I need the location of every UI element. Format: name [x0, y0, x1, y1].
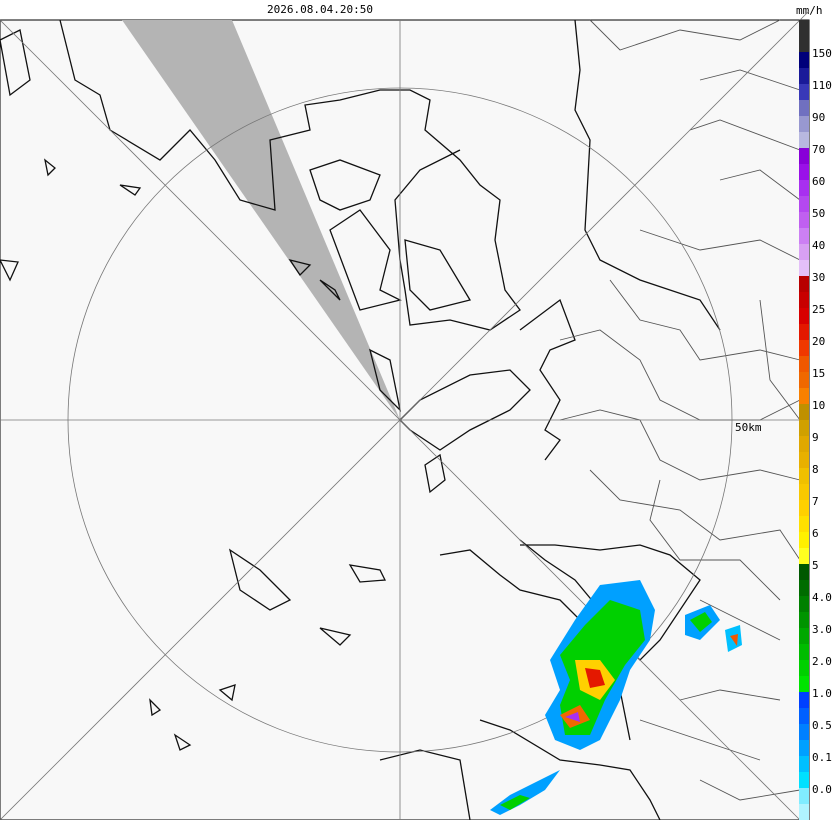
- legend-swatch: [799, 276, 809, 292]
- legend-swatch: [799, 244, 809, 260]
- legend-swatch: [799, 196, 809, 212]
- legend-label: 0.5: [812, 719, 832, 732]
- legend-swatch: [799, 564, 809, 580]
- legend-swatch: [799, 516, 809, 532]
- legend-top-swatch: [799, 20, 809, 52]
- legend-label: 30: [812, 271, 825, 284]
- legend-label: 8: [812, 463, 819, 476]
- legend-label: 10: [812, 399, 825, 412]
- timestamp: 2026.08.04.20:50: [267, 3, 373, 16]
- legend-label: 20: [812, 335, 825, 348]
- legend-swatch: [799, 580, 809, 596]
- range-guides: [0, 10, 810, 821]
- legend-label: 50: [812, 207, 825, 220]
- borders: [559, 19, 801, 801]
- legend-swatch: [799, 116, 809, 132]
- legend-swatch: [799, 532, 809, 548]
- legend-swatch: [799, 548, 809, 564]
- legend-swatch: [799, 164, 809, 180]
- legend-swatch: [799, 132, 809, 148]
- legend-swatch: [799, 644, 809, 660]
- legend-swatch: [799, 676, 809, 692]
- legend-swatch: [799, 100, 809, 116]
- legend-label: 150: [812, 47, 832, 60]
- legend-swatch: [799, 756, 809, 772]
- legend-swatch: [799, 708, 809, 724]
- legend-swatch: [799, 740, 809, 756]
- legend-label: 7: [812, 495, 819, 508]
- legend-swatch: [799, 148, 809, 164]
- range-label: 50km: [735, 421, 762, 434]
- legend-swatch: [799, 804, 809, 820]
- legend-swatch: [799, 436, 809, 452]
- legend-label: 5: [812, 559, 819, 572]
- legend-swatch: [799, 596, 809, 612]
- legend-label: 40: [812, 239, 825, 252]
- color-legend: 150 110 90 70 60 50 40 30 25 20 15 10 9 8 7 6 5 4.0 3.0 2.0…: [799, 20, 832, 820]
- beam-blockage: [122, 20, 400, 420]
- legend-swatch: [799, 612, 809, 628]
- legend-swatch: [799, 468, 809, 484]
- legend-swatch: [799, 308, 809, 324]
- legend-swatch: [799, 692, 809, 708]
- legend-swatch: [799, 52, 809, 68]
- legend-label: 60: [812, 175, 825, 188]
- legend-label: 1.0: [812, 687, 832, 700]
- legend-swatch: [799, 772, 809, 788]
- legend-label: 90: [812, 111, 825, 124]
- legend-label: 0.0: [812, 783, 832, 796]
- legend-swatch: [799, 420, 809, 436]
- legend-swatch: [799, 68, 809, 84]
- legend-label: 3.0: [812, 623, 832, 636]
- legend-swatch: [799, 324, 809, 340]
- legend-swatch: [799, 84, 809, 100]
- legend-swatch: [799, 388, 809, 404]
- legend-label: 9: [812, 431, 819, 444]
- legend-swatch: [799, 660, 809, 676]
- radar-echoes: [490, 580, 742, 815]
- unit-label: mm/h: [796, 4, 823, 17]
- legend-label: 6: [812, 527, 819, 540]
- legend-swatch: [799, 788, 809, 804]
- legend-swatch: [799, 340, 809, 356]
- legend-swatch: [799, 212, 809, 228]
- legend-swatch: [799, 372, 809, 388]
- legend-label: 4.0: [812, 591, 832, 604]
- legend-label: 25: [812, 303, 825, 316]
- legend-label: 15: [812, 367, 825, 380]
- legend-swatch: [799, 260, 809, 276]
- legend-swatch: [799, 628, 809, 644]
- legend-label: 2.0: [812, 655, 832, 668]
- legend-swatch: [799, 500, 809, 516]
- legend-swatch: [799, 404, 809, 420]
- legend-swatch: [799, 228, 809, 244]
- legend-label: 70: [812, 143, 825, 156]
- legend-swatch: [799, 484, 809, 500]
- legend-swatch: [799, 292, 809, 308]
- legend-swatch: [799, 724, 809, 740]
- legend-swatch: [799, 180, 809, 196]
- legend-label: 0.1: [812, 751, 832, 764]
- legend-swatch: [799, 356, 809, 372]
- legend-label: 110: [812, 79, 832, 92]
- legend-swatch: [799, 452, 809, 468]
